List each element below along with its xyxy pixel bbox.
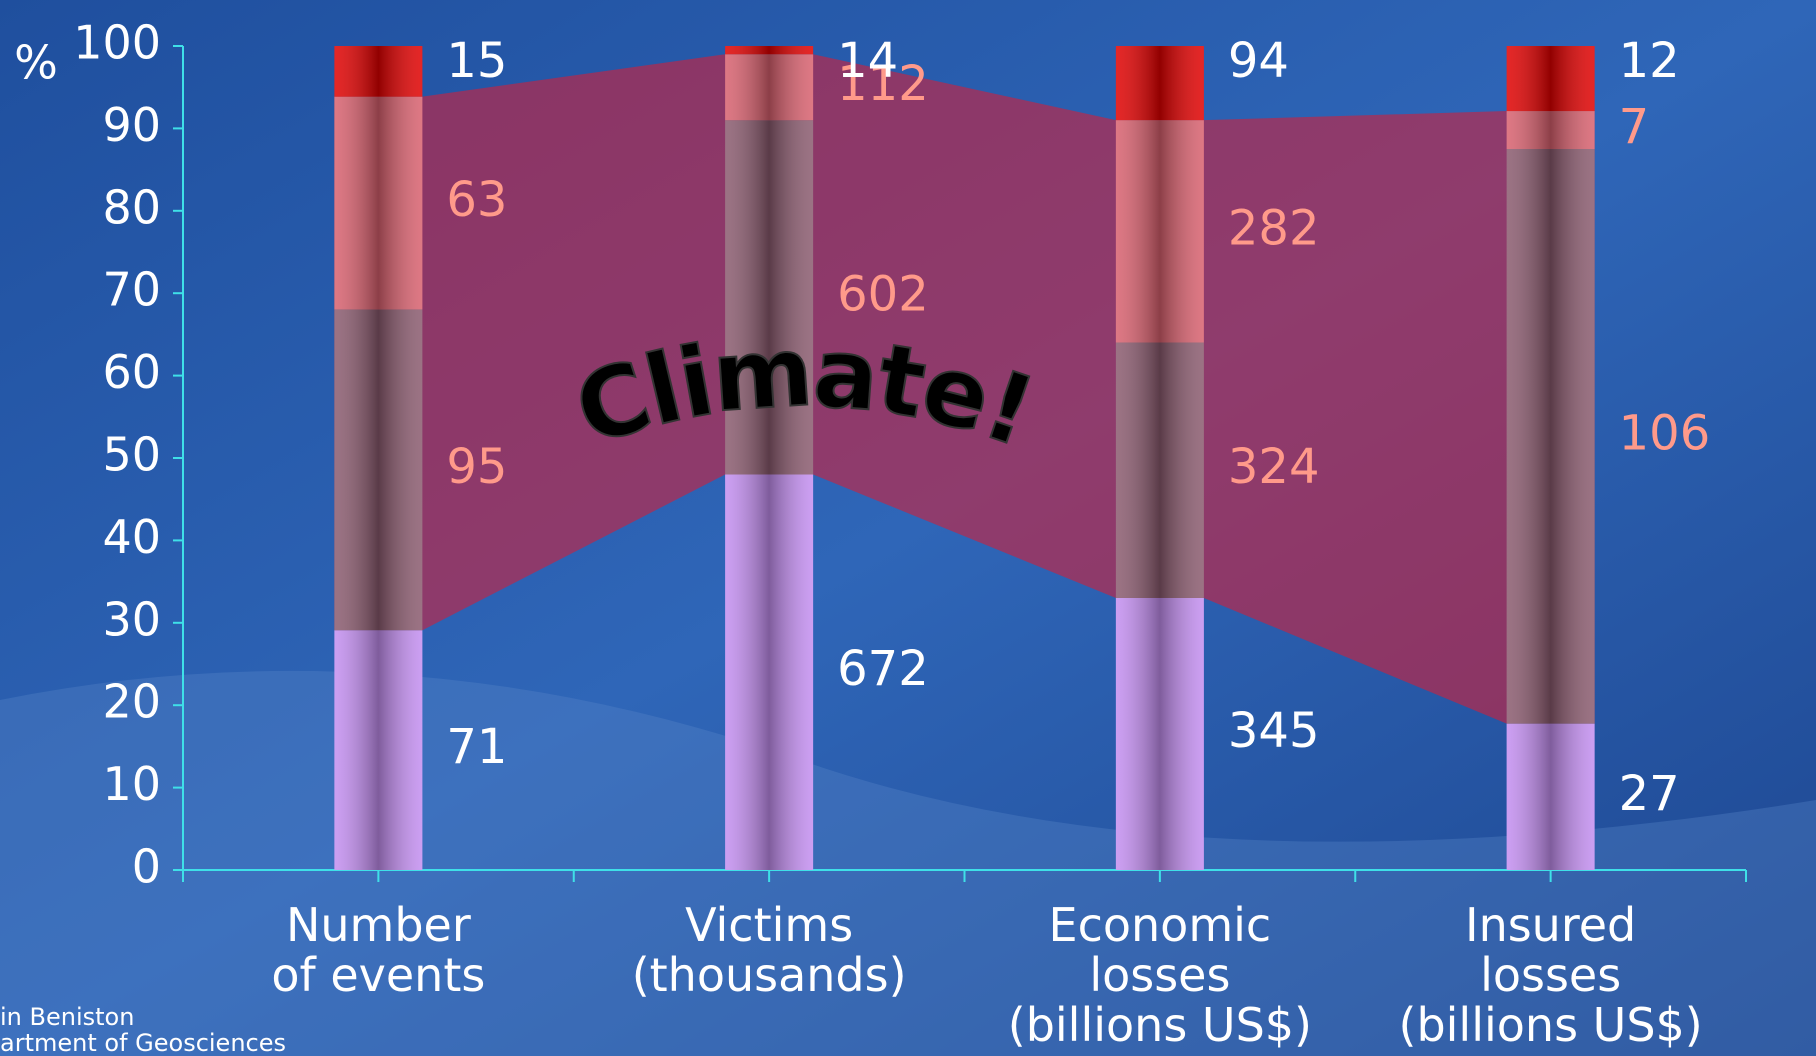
- bar-shade: [725, 54, 813, 120]
- y-tick-label: 10: [102, 757, 161, 811]
- y-tick-label: 0: [132, 840, 161, 894]
- value-label: 71: [446, 719, 507, 775]
- y-tick-label: 60: [102, 345, 161, 399]
- value-label: 602: [837, 266, 929, 322]
- value-label: 15: [446, 33, 507, 89]
- y-tick-label: 30: [102, 592, 161, 646]
- x-tick-label: Insured losses (billions US$): [1341, 900, 1761, 1050]
- y-tick-label: 80: [102, 180, 161, 234]
- y-tick-label: 40: [102, 510, 161, 564]
- bar-shade: [334, 97, 422, 310]
- bar-shade: [1116, 598, 1204, 870]
- value-label: 106: [1619, 405, 1711, 461]
- y-tick-label: 20: [102, 675, 161, 729]
- bar-shade: [725, 46, 813, 54]
- value-label: 12: [1619, 33, 1680, 89]
- value-label: 63: [446, 172, 507, 228]
- value-label: 672: [837, 641, 929, 697]
- bar-shade: [725, 474, 813, 870]
- y-tick-label: 70: [102, 263, 161, 317]
- value-label: 7: [1619, 99, 1650, 155]
- bar-shade: [1507, 111, 1595, 149]
- y-tick-label: 50: [102, 428, 161, 482]
- bar-shade: [1116, 46, 1204, 120]
- value-label: 94: [1228, 33, 1289, 89]
- x-tick-label: Economic losses (billions US$): [950, 900, 1370, 1050]
- value-label: 95: [446, 439, 507, 495]
- value-label: 345: [1228, 703, 1320, 759]
- credit: artment of Geosciences: [0, 1030, 286, 1056]
- value-label: 282: [1228, 200, 1320, 256]
- bar-shade: [1507, 724, 1595, 870]
- x-tick-label: Number of events: [168, 900, 588, 1000]
- bar-shade: [334, 630, 422, 870]
- credit: in Beniston: [0, 1004, 134, 1030]
- y-axis-label: %: [14, 36, 58, 90]
- value-label: 324: [1228, 439, 1320, 495]
- y-tick-label: 90: [102, 98, 161, 152]
- bar-shade: [1507, 149, 1595, 724]
- value-label: 27: [1619, 766, 1680, 822]
- page: {"chart_data": {"type": "bar", "stacked"…: [0, 0, 1816, 1056]
- bar-shade: [1116, 342, 1204, 597]
- bar-shade: [334, 309, 422, 630]
- value-label: 14: [837, 33, 898, 89]
- x-tick-label: Victims (thousands): [559, 900, 979, 1000]
- y-tick-label: 100: [73, 16, 161, 70]
- bar-shade: [334, 46, 422, 97]
- bar-shade: [1507, 46, 1595, 111]
- bar-shade: [1116, 120, 1204, 342]
